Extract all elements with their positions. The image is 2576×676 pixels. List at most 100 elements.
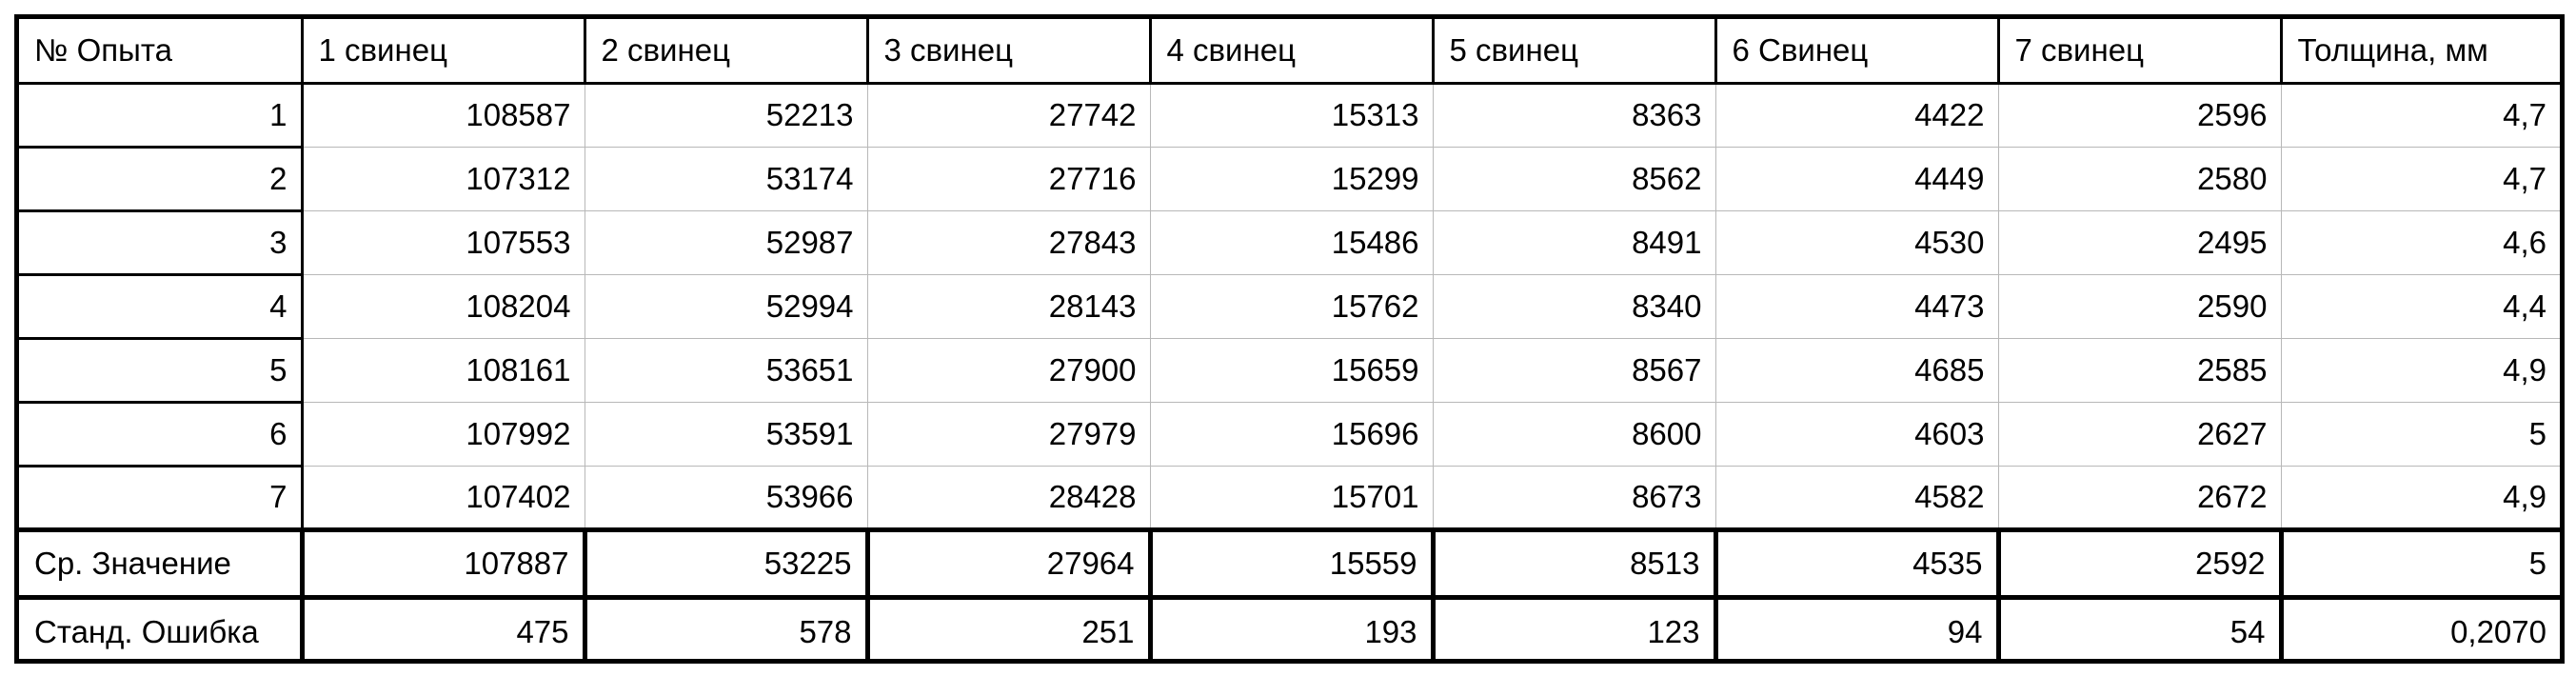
summary-cell[interactable]: 0,2070 xyxy=(2278,597,2560,659)
table-cell[interactable]: 4,7 xyxy=(2280,83,2560,148)
table-cell[interactable]: 53174 xyxy=(584,147,867,211)
table-cell[interactable]: 4603 xyxy=(1714,402,1998,467)
row-number-cell[interactable]: 2 xyxy=(19,147,304,212)
table-cell[interactable]: 15659 xyxy=(1149,338,1433,403)
table-cell[interactable]: 8363 xyxy=(1432,83,1715,148)
summary-label-cell[interactable]: Станд. Ошибка xyxy=(34,613,259,649)
table-cell[interactable]: 52994 xyxy=(584,274,867,339)
summary-cell[interactable]: 15559 xyxy=(1147,529,1433,600)
table-cell[interactable]: 108161 xyxy=(300,338,585,403)
summary-cell[interactable]: 27964 xyxy=(864,529,1150,600)
table-row: 4 108204 52994 28143 15762 8340 4473 2590 4,4 xyxy=(19,274,2560,340)
table-cell[interactable]: 15696 xyxy=(1149,402,1433,467)
table-cell[interactable]: 28428 xyxy=(866,466,1150,532)
summary-cell[interactable]: 8513 xyxy=(1430,529,1715,600)
header-lead-6[interactable]: 6 Свинец xyxy=(1714,19,1998,85)
table-cell[interactable]: 27742 xyxy=(866,83,1150,148)
summary-cell[interactable]: 53225 xyxy=(582,529,867,600)
table-cell[interactable]: 107553 xyxy=(300,210,585,275)
summary-cell[interactable]: 4535 xyxy=(1713,529,1998,600)
summary-cell[interactable]: 123 xyxy=(1430,597,1715,659)
table-cell[interactable]: 108204 xyxy=(300,274,585,339)
table-cell[interactable]: 2590 xyxy=(1997,274,2281,339)
table-row: 5 108161 53651 27900 15659 8567 4685 2585 4,9 xyxy=(19,338,2560,404)
header-lead-5[interactable]: 5 свинец xyxy=(1431,19,1715,85)
table-cell[interactable]: 53651 xyxy=(584,338,867,403)
header-thickness[interactable]: Толщина, мм xyxy=(2279,19,2560,85)
std-error-row: Станд. Ошибка 475 578 251 193 123 94 54 0,2070 xyxy=(19,597,2560,659)
table-cell[interactable]: 2672 xyxy=(1997,466,2281,532)
row-number-cell[interactable]: 7 xyxy=(19,466,304,532)
table-cell[interactable]: 8562 xyxy=(1432,147,1715,211)
table-cell[interactable]: 53591 xyxy=(584,402,867,467)
table-cell[interactable]: 4449 xyxy=(1714,147,1998,211)
table-cell[interactable]: 27843 xyxy=(866,210,1150,275)
table-row: 6 107992 53591 27979 15696 8600 4603 2627 5 xyxy=(19,402,2560,467)
table-cell[interactable]: 2585 xyxy=(1997,338,2281,403)
table-cell[interactable]: 107402 xyxy=(300,466,585,532)
table-cell[interactable]: 2627 xyxy=(1997,402,2281,467)
table-cell[interactable]: 52987 xyxy=(584,210,867,275)
table-row: 2 107312 53174 27716 15299 8562 4449 2580 4,7 xyxy=(19,147,2560,212)
header-lead-7[interactable]: 7 свинец xyxy=(1996,19,2281,85)
table-cell[interactable]: 4,9 xyxy=(2280,338,2560,403)
table-cell[interactable]: 15313 xyxy=(1149,83,1433,148)
table-cell[interactable]: 15486 xyxy=(1149,210,1433,275)
header-experiment-number[interactable]: № Опыта xyxy=(19,19,302,85)
table-cell[interactable]: 27716 xyxy=(866,147,1150,211)
table-cell[interactable]: 27979 xyxy=(866,402,1150,467)
table-cell[interactable]: 4,4 xyxy=(2280,274,2560,339)
table-cell[interactable]: 4685 xyxy=(1714,338,1998,403)
row-number-cell[interactable]: 3 xyxy=(19,210,304,276)
table-cell[interactable]: 27900 xyxy=(866,338,1150,403)
table-cell[interactable]: 4422 xyxy=(1714,83,1998,148)
table-cell[interactable]: 52213 xyxy=(584,83,867,148)
summary-cell[interactable]: 94 xyxy=(1713,597,1998,659)
table-cell[interactable]: 8567 xyxy=(1432,338,1715,403)
table-cell[interactable]: 4530 xyxy=(1714,210,1998,275)
row-number-cell[interactable]: 6 xyxy=(19,402,304,467)
table-cell[interactable]: 107312 xyxy=(300,147,585,211)
table-row: 1 108587 52213 27742 15313 8363 4422 2596 4,7 xyxy=(19,83,2560,149)
mean-row: Ср. Значение 107887 53225 27964 15559 8513 453… xyxy=(19,529,2560,600)
table-cell[interactable]: 5 xyxy=(2280,402,2560,467)
table-cell[interactable]: 53966 xyxy=(584,466,867,532)
table-cell[interactable]: 2596 xyxy=(1997,83,2281,148)
table-cell[interactable]: 4473 xyxy=(1714,274,1998,339)
table-cell[interactable]: 8491 xyxy=(1432,210,1715,275)
table-cell[interactable]: 8340 xyxy=(1432,274,1715,339)
header-lead-2[interactable]: 2 свинец xyxy=(583,19,867,85)
summary-cell[interactable]: 54 xyxy=(1995,597,2281,659)
table-cell[interactable]: 8673 xyxy=(1432,466,1715,532)
table-cell[interactable]: 28143 xyxy=(866,274,1150,339)
summary-cell[interactable]: 251 xyxy=(864,597,1150,659)
table-cell[interactable]: 15762 xyxy=(1149,274,1433,339)
header-lead-1[interactable]: 1 свинец xyxy=(300,19,585,85)
spreadsheet-table: № Опыта 1 свинец 2 свинец 3 свинец 4 свинец 5… xyxy=(14,14,2565,664)
table-row: 7 107402 53966 28428 15701 8673 4582 2672 4,9 xyxy=(19,466,2560,532)
row-number-cell[interactable]: 1 xyxy=(19,83,304,149)
table-cell[interactable]: 4582 xyxy=(1714,466,1998,532)
table-cell[interactable]: 108587 xyxy=(300,83,585,148)
table-cell[interactable]: 4,6 xyxy=(2280,210,2560,275)
summary-cell[interactable]: 475 xyxy=(299,597,585,659)
summary-cell[interactable]: 2592 xyxy=(1995,529,2281,600)
table-cell[interactable]: 8600 xyxy=(1432,402,1715,467)
summary-cell[interactable]: 193 xyxy=(1147,597,1433,659)
table-cell[interactable]: 15701 xyxy=(1149,466,1433,532)
row-number-cell[interactable]: 4 xyxy=(19,274,304,340)
header-lead-3[interactable]: 3 свинец xyxy=(865,19,1150,85)
table-cell[interactable]: 2580 xyxy=(1997,147,2281,211)
summary-cell[interactable]: 5 xyxy=(2278,529,2560,600)
summary-label-cell[interactable]: Ср. Значение xyxy=(19,529,302,600)
summary-cell[interactable]: 107887 xyxy=(299,529,585,600)
table-cell[interactable]: 15299 xyxy=(1149,147,1433,211)
table-cell[interactable]: 4,7 xyxy=(2280,147,2560,211)
header-lead-4[interactable]: 4 свинец xyxy=(1148,19,1433,85)
table-row: 3 107553 52987 27843 15486 8491 4530 2495 4,6 xyxy=(19,210,2560,276)
row-number-cell[interactable]: 5 xyxy=(19,338,304,404)
table-cell[interactable]: 107992 xyxy=(300,402,585,467)
table-cell[interactable]: 4,9 xyxy=(2280,466,2560,532)
summary-cell[interactable]: 578 xyxy=(582,597,867,659)
table-cell[interactable]: 2495 xyxy=(1997,210,2281,275)
